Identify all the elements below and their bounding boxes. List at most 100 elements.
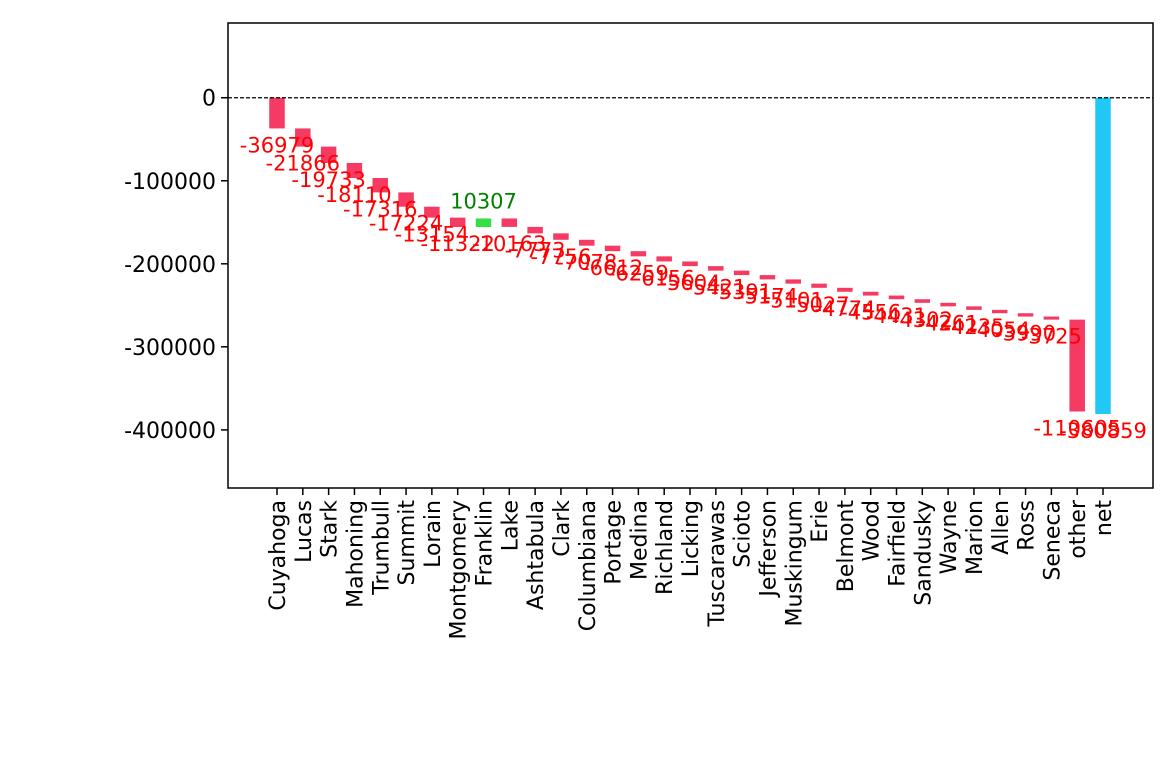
y-tick-label: 0 [202, 87, 216, 112]
data-label: -4556 [840, 301, 901, 325]
data-label: -7756 [530, 245, 591, 269]
bar-summit [398, 192, 414, 207]
bar-richland [656, 256, 672, 262]
x-tick-label: Franklin [473, 500, 498, 586]
data-label: -36979 [240, 133, 314, 157]
data-label: -6259 [608, 261, 669, 285]
data-label: 10307 [450, 189, 517, 213]
data-label: -3990 [995, 322, 1056, 346]
bar-ashtabula [527, 226, 543, 234]
x-tick-label: Wayne [937, 500, 962, 574]
data-label: -110605 [1033, 416, 1121, 440]
plot-background [228, 23, 1153, 488]
data-label: -10163 [472, 232, 546, 256]
data-label: -5421 [685, 276, 746, 300]
data-label: -5604 [659, 271, 720, 295]
data-label: -17224 [369, 212, 443, 236]
bar-mahoning [346, 162, 363, 179]
x-tick-label: Richland [653, 500, 678, 595]
bar-lake [501, 218, 518, 227]
data-label: -7078 [556, 251, 617, 275]
y-axis-ticks: 0 -100000 -200000 -300000 -400000 [124, 87, 228, 444]
y-tick-label: -400000 [124, 419, 216, 444]
data-label: -7773 [505, 238, 566, 262]
bar-trumbull [372, 178, 388, 193]
data-label: -4431 [866, 304, 927, 328]
bar-lorain [424, 206, 440, 218]
bar-columbiana [579, 239, 595, 246]
x-tick-label: Ashtabula [524, 500, 549, 610]
data-label: -5391 [711, 280, 772, 304]
data-labels-layer: -36979-21866-19733-18110-17316-17224-131… [240, 133, 1147, 443]
x-tick-label: Muskingum [782, 500, 807, 627]
data-label: -6156 [634, 266, 695, 290]
bar-jefferson [759, 275, 776, 280]
bar-wood [862, 291, 879, 296]
bar-seneca [1043, 316, 1060, 320]
bar-scioto [733, 270, 750, 276]
x-tick-label: Lucas [292, 500, 317, 563]
x-tick-label: Wood [860, 500, 885, 561]
x-tick-label: Marion [963, 500, 988, 575]
y-tick-label: -100000 [124, 170, 216, 195]
bar-licking [682, 261, 698, 267]
x-tick-label: Mahoning [343, 500, 368, 608]
data-label: -4302 [892, 308, 953, 332]
data-label: -5101 [763, 289, 824, 313]
bar-net [1095, 97, 1111, 414]
x-tick-label: Montgomery [447, 500, 472, 639]
data-label: -4235 [943, 315, 1004, 339]
x-tick-label: Seneca [1040, 500, 1065, 581]
x-tick-label: Medina [627, 500, 652, 580]
x-tick-label: Summit [395, 500, 420, 586]
data-label: -11322 [420, 232, 494, 256]
bar-belmont [837, 287, 853, 292]
y-tick-label: -200000 [124, 253, 216, 278]
x-tick-label: Erie [808, 500, 833, 543]
data-label: -17316 [343, 197, 417, 221]
x-tick-label: Columbiana [576, 500, 601, 631]
bar-allen [992, 309, 1008, 314]
bar-medina [630, 251, 647, 257]
data-label: -13154 [395, 223, 469, 247]
bar-sandusky [914, 299, 931, 303]
data-label: -5174 [737, 284, 798, 308]
data-label: -21866 [266, 152, 340, 176]
data-label: -6612 [582, 256, 643, 280]
data-label: -3725 [1021, 325, 1082, 349]
bar-cuyahoga [269, 97, 285, 129]
plot-frame [227, 22, 1154, 489]
data-label: -4054 [969, 318, 1030, 342]
bar-muskingum [785, 279, 801, 284]
x-tick-label: Ross [1015, 500, 1040, 551]
x-tick-label: Scioto [731, 500, 756, 568]
x-tick-label: Stark [318, 500, 343, 558]
bar-erie [811, 283, 827, 288]
x-tick-label: Clark [550, 500, 575, 557]
y-tick-label: -300000 [124, 336, 216, 361]
x-tick-label: net [1092, 500, 1117, 536]
bar-ross [1017, 313, 1034, 317]
x-tick-label: Jefferson [756, 500, 781, 599]
bar-fairfield [888, 295, 905, 300]
bar-portage [604, 245, 621, 252]
bars-layer [269, 97, 1111, 414]
bar-wayne [940, 302, 956, 307]
bar-marion [966, 306, 982, 310]
x-tick-label: Fairfield [886, 500, 911, 587]
data-label: -5027 [789, 293, 850, 317]
bar-clark [553, 233, 569, 240]
bar-stark [320, 146, 337, 163]
bar-tuscarawas [708, 266, 724, 271]
bar-montgomery [449, 217, 466, 228]
data-label: -18110 [317, 183, 391, 207]
x-tick-label: Trumbull [369, 500, 394, 596]
data-label: -19733 [291, 168, 365, 192]
x-tick-label: Lorain [421, 500, 446, 568]
x-tick-label: Belmont [834, 500, 859, 593]
x-tick-label: Allen [989, 500, 1014, 555]
x-tick-label: Licking [679, 500, 704, 577]
data-label: -4774 [814, 297, 875, 321]
x-tick-label: Tuscarawas [705, 500, 730, 628]
x-tick-label: Portage [602, 500, 627, 585]
